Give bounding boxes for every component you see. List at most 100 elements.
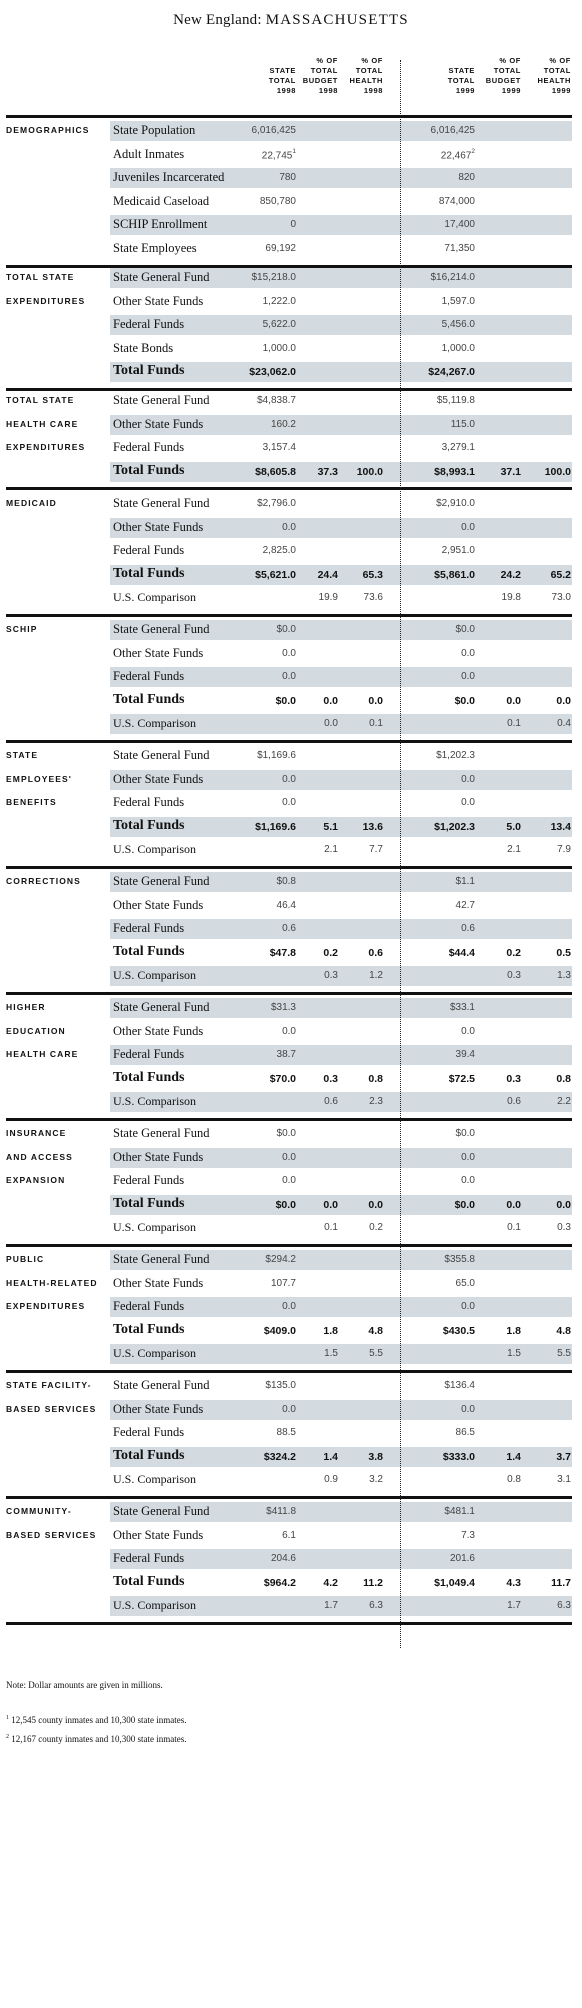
column-header-line: BUDGET <box>302 76 338 85</box>
footnote-1-text: 12,545 county inmates and 10,300 state i… <box>11 1715 187 1725</box>
cell-value: 71,350 <box>444 243 475 254</box>
cell-value: $1,169.6 <box>257 750 296 761</box>
table-row: Federal Funds 0.6 0.6 <box>110 919 572 940</box>
row-label: State General Fund <box>113 1000 210 1014</box>
total-row: Total Funds $0.0 0.0 0.0 $0.0 0.0 0.0 <box>110 1194 572 1215</box>
row-label: Federal Funds <box>113 921 185 936</box>
cell-value: $0.0 <box>456 624 475 635</box>
cell-value: 100.0 <box>357 466 383 478</box>
comparison-row: U.S. Comparison 0.3 1.2 0.3 1.3 <box>110 966 572 987</box>
row-label: Total Funds <box>113 1321 185 1337</box>
cell-value-text: 0.6 <box>368 946 383 959</box>
row-label: State General Fund <box>113 748 210 762</box>
table-row: Federal Funds 38.7 39.4 <box>110 1045 572 1066</box>
cell-value-text: 13.4 <box>550 820 571 833</box>
section-label: EXPENDITURES <box>6 442 86 453</box>
cell-value-text: $0.0 <box>454 1198 475 1211</box>
table-row: Federal Funds 2,825.0 2,951.0 <box>110 541 572 561</box>
cell-value: 0.3 <box>323 1073 338 1085</box>
section-rule <box>6 1118 572 1121</box>
cell-value-text: 24.2 <box>500 568 521 581</box>
section-label: EXPENDITURES <box>6 1301 86 1312</box>
cell-value-text: 0.0 <box>461 797 475 809</box>
row-label: Federal Funds <box>113 317 185 332</box>
column-header-line: TOTAL <box>268 76 296 85</box>
cell-value-text: 1.2 <box>369 970 383 982</box>
cell-value-text: 5,622.0 <box>262 319 296 331</box>
section-label: EMPLOYEES' <box>6 773 72 784</box>
cell-value-text: $135.0 <box>265 1380 296 1391</box>
table-row: State General Fund $135.0 $136.4 <box>110 1376 572 1396</box>
cell-value-text: 19.8 <box>501 592 521 604</box>
row-label: Other State Funds <box>113 645 204 660</box>
row-label: Other State Funds <box>113 293 204 308</box>
cell-value: $1,202.3 <box>434 821 475 833</box>
cell-value-text: 22,745 <box>261 149 293 161</box>
cell-value: $0.0 <box>277 624 296 635</box>
cell-value-text: 7.3 <box>461 1529 475 1541</box>
cell-value-text: $0.0 <box>276 624 296 635</box>
cell-value-text: $33.1 <box>449 1002 475 1013</box>
cell-value-text: 0.3 <box>557 1222 571 1234</box>
cell-value: $5,119.8 <box>437 395 475 406</box>
cell-value: 19.8 <box>502 592 521 603</box>
section-rule <box>6 614 572 617</box>
cell-value-text: 0.0 <box>461 1301 475 1313</box>
section-label: PUBLIC <box>6 1254 45 1264</box>
column-header-line: TOTAL <box>447 76 475 85</box>
cell-value: 0.0 <box>282 797 296 808</box>
cell-value: 1,597.0 <box>442 296 475 307</box>
cell-value: 0.8 <box>556 1073 571 1085</box>
cell-value-text: 24.4 <box>317 568 338 581</box>
cell-value: $430.5 <box>443 1325 475 1337</box>
cell-value: 1,222.0 <box>263 296 296 307</box>
cell-value: $8,993.1 <box>434 466 475 478</box>
cell-value: 0.0 <box>461 671 475 682</box>
cell-value-text: $0.0 <box>455 624 475 635</box>
table-row: Federal Funds 5,622.0 5,456.0 <box>110 315 572 336</box>
total-row: Total Funds $70.0 0.3 0.8 $72.5 0.3 0.8 <box>110 1069 572 1089</box>
row-label: Total Funds <box>113 565 185 581</box>
cell-value: 2.3 <box>369 1096 383 1107</box>
column-header: STATE TOTAL 1998 <box>269 66 296 96</box>
cell-value: 2,825.0 <box>263 545 296 556</box>
footnote-2: 2 12,167 county inmates and 10,300 state… <box>6 1734 186 1744</box>
row-label: State General Fund <box>113 1504 210 1518</box>
cell-value-text: $44.4 <box>448 946 475 959</box>
cell-value: 0.0 <box>282 522 296 533</box>
cell-value: 204.6 <box>271 1553 296 1564</box>
row-label: Total Funds <box>113 1573 185 1589</box>
table-row: Other State Funds 0.0 0.0 <box>110 1147 572 1168</box>
cell-value: 0 <box>290 219 296 230</box>
section-label: TOTAL STATE <box>6 272 75 282</box>
section-label: HIGHER <box>6 1002 46 1012</box>
cell-value-text: $1,049.4 <box>434 1576 475 1589</box>
total-row: Total Funds $964.2 4.2 11.2 $1,049.4 4.3 11.7 <box>110 1573 572 1593</box>
section-rule <box>6 487 572 491</box>
cell-value: 1.2 <box>369 970 383 981</box>
cell-value: 1.5 <box>324 1348 338 1359</box>
cell-value: 0.2 <box>506 947 521 959</box>
cell-value: 0.0 <box>461 1404 475 1415</box>
comparison-row: U.S. Comparison 0.9 3.2 0.8 3.1 <box>110 1470 572 1490</box>
cell-value-text: 1.3 <box>557 970 571 982</box>
row-label: U.S. Comparison <box>113 1094 197 1109</box>
cell-value: 0.3 <box>507 970 521 981</box>
cell-value-text: $5,119.8 <box>436 395 475 406</box>
cell-value-text: 0.1 <box>507 1222 521 1234</box>
cell-value: $324.2 <box>264 1451 296 1463</box>
section-label: MEDICAID <box>6 498 57 508</box>
cell-value: 24.4 <box>318 569 338 581</box>
cell-value: 5,622.0 <box>263 319 296 330</box>
column-header-line: 1998 <box>363 86 383 95</box>
cell-value: 0.6 <box>368 947 383 959</box>
table-row: Other State Funds 46.4 42.7 <box>110 896 572 916</box>
row-label: Total Funds <box>113 691 185 707</box>
table-row: Other State Funds 6.1 7.3 <box>110 1526 572 1546</box>
total-row: Total Funds $47.8 0.2 0.6 $44.4 0.2 0.5 <box>110 943 572 963</box>
cell-value: 37.1 <box>501 466 521 478</box>
cell-value-text: 4.2 <box>323 1576 338 1589</box>
section-rule <box>6 740 572 743</box>
table-row: State General Fund $2,796.0 $2,910.0 <box>110 494 572 514</box>
cell-value-text: 6,016,425 <box>430 125 476 136</box>
